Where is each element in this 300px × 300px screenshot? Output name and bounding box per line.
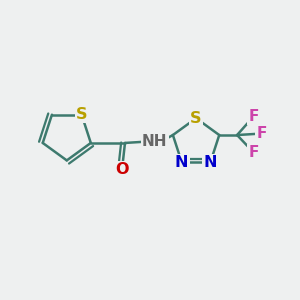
Text: O: O xyxy=(115,162,129,177)
Text: N: N xyxy=(204,155,217,170)
Text: N: N xyxy=(175,155,188,170)
Text: F: F xyxy=(248,145,259,160)
Text: NH: NH xyxy=(142,134,167,149)
Text: F: F xyxy=(256,126,267,141)
Text: S: S xyxy=(190,111,202,126)
Text: F: F xyxy=(248,109,259,124)
Text: S: S xyxy=(76,107,87,122)
